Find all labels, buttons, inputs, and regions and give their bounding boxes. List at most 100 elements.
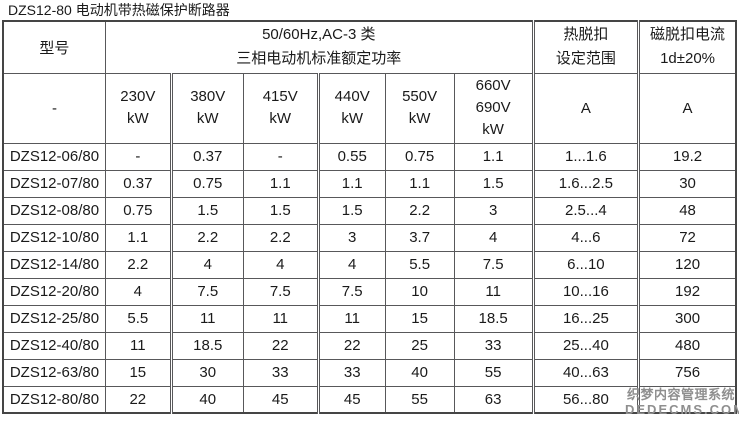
model-cell: DZS12-06/80 — [2, 142, 106, 171]
value-cell: 55 — [384, 385, 455, 414]
value-cell: 3 — [316, 223, 386, 252]
table-row: DZS12-06/80-0.37-0.55 0.75 1.1 1...1.6 19.2 — [2, 142, 737, 171]
header-voltage-550: 550V kW — [384, 72, 455, 144]
value-cell: 7.5 — [453, 250, 534, 279]
value-cell: 5.5 — [384, 250, 455, 279]
value-cell: 25 — [384, 331, 455, 360]
unit-label: kW — [408, 110, 431, 127]
value-cell: 22 — [242, 331, 319, 360]
value-cell: - — [104, 142, 172, 171]
value-cell: 6...10 — [531, 250, 640, 279]
value-cell: 2.2 — [104, 250, 172, 279]
value-cell: 192 — [637, 277, 737, 306]
value-cell: 45 — [316, 385, 386, 414]
value-cell: 120 — [637, 250, 737, 279]
voltage-label: 440V — [334, 88, 370, 105]
unit-label: kW — [196, 110, 219, 127]
value-cell: 1.1 — [242, 169, 319, 198]
model-cell: DZS12-20/80 — [2, 277, 106, 306]
value-cell: 1...1.6 — [531, 142, 640, 171]
model-cell: DZS12-40/80 — [2, 331, 106, 360]
value-cell: 480 — [637, 331, 737, 360]
value-cell: 0.55 — [316, 142, 386, 171]
voltage-label: 415V — [262, 88, 298, 105]
value-cell: 16...25 — [531, 304, 640, 333]
value-cell: 0.75 — [104, 196, 172, 225]
value-cell: 300 — [637, 304, 737, 333]
value-cell: 18.5 — [169, 331, 244, 360]
value-cell: 30 — [169, 358, 244, 387]
value-cell: 7.5 — [242, 277, 319, 306]
table-row: DZS12-10/80 1.1 2.2 2.2 3 3.7 4 4...6 72 — [2, 223, 737, 252]
value-cell: 1.1 — [104, 223, 172, 252]
value-cell: 10...16 — [531, 277, 640, 306]
value-cell: 33 — [242, 358, 319, 387]
header-model: 型号 — [2, 20, 106, 74]
value-cell: 1.5 — [242, 196, 319, 225]
value-cell: 1.5 — [169, 196, 244, 225]
value-cell: 0.75 — [169, 169, 244, 198]
voltage-label: 660V — [475, 77, 511, 94]
unit-label: kW — [126, 110, 149, 127]
header-voltage-440: 440V kW — [316, 72, 386, 144]
table-row: DZS12-07/80 0.37 0.75 1.1 1.1 1.1 1.5 1.6...2.5… — [2, 169, 737, 198]
header-thermal-unit: A — [531, 72, 640, 144]
unit-label: kW — [482, 121, 504, 138]
value-cell: 0.75 — [384, 142, 455, 171]
model-cell: DZS12-07/80 — [2, 169, 106, 198]
table-row: DZS12-20/80 4 7.5 7.5 7.5 10 11 10...16 192 — [2, 277, 737, 306]
value-cell: 18.5 — [453, 304, 534, 333]
model-cell: DZS12-10/80 — [2, 223, 106, 252]
value-cell: 2.2 — [169, 223, 244, 252]
spec-table-body: DZS12-06/80-0.37-0.55 0.75 1.1 1...1.6 19.2 D… — [2, 142, 737, 414]
header-row-units: - 230V kW 380V kW 415V kW 440V kW 550V k… — [2, 72, 737, 144]
value-cell: 1.5 — [453, 169, 534, 198]
value-cell: 56...80 — [531, 385, 640, 414]
value-cell: 22 — [104, 385, 172, 414]
voltage-label: 550V — [402, 88, 438, 105]
value-cell: 10 — [384, 277, 455, 306]
value-cell: 40 — [169, 385, 244, 414]
page-title: DZS12-80 电动机带热磁保护断路器 — [8, 2, 230, 18]
table-row: DZS12-08/80 0.75 1.5 1.5 1.5 2.2 3 2.5...4 48 — [2, 196, 737, 225]
header-model-dash: - — [2, 72, 106, 144]
value-cell: 7.5 — [169, 277, 244, 306]
table-row: DZS12-14/80 2.2 4 4 4 5.5 7.5 6...10 120 — [2, 250, 737, 279]
value-cell: 25...40 — [531, 331, 640, 360]
spec-table: 型号 50/60Hz,AC-3 类 三相电动机标准额定功率 热脱扣 设定范围 磁… — [2, 20, 737, 414]
value-cell: 11 — [242, 304, 319, 333]
value-cell: 3.7 — [384, 223, 455, 252]
model-cell: DZS12-80/80 — [2, 385, 106, 414]
value-cell: 11 — [104, 331, 172, 360]
value-cell: 4 — [104, 277, 172, 306]
value-cell: 11 — [453, 277, 534, 306]
value-cell: - — [242, 142, 319, 171]
model-cell: DZS12-08/80 — [2, 196, 106, 225]
value-cell: 1.1 — [384, 169, 455, 198]
value-cell: 4 — [316, 250, 386, 279]
header-magnetic-line1: 磁脱扣电流 — [650, 26, 726, 44]
value-cell: 2.5...4 — [531, 196, 640, 225]
header-power-line1: 50/60Hz,AC-3 类 — [262, 26, 376, 44]
value-cell: 45 — [242, 385, 319, 414]
value-cell: 33 — [453, 331, 534, 360]
value-cell: 2.2 — [384, 196, 455, 225]
value-cell: 11 — [169, 304, 244, 333]
value-cell: 63 — [453, 385, 534, 414]
value-cell: 1.1 — [453, 142, 534, 171]
header-row-groups: 型号 50/60Hz,AC-3 类 三相电动机标准额定功率 热脱扣 设定范围 磁… — [2, 20, 737, 74]
unit-label: kW — [269, 110, 292, 127]
table-row: DZS12-40/80 11 18.5 22 22 25 33 25...40 480 — [2, 331, 737, 360]
value-cell: 30 — [637, 169, 737, 198]
value-cell: 4 — [169, 250, 244, 279]
header-power-group: 50/60Hz,AC-3 类 三相电动机标准额定功率 — [104, 20, 534, 74]
header-power-line2: 三相电动机标准额定功率 — [236, 50, 402, 68]
value-cell: 33 — [316, 358, 386, 387]
value-cell: 3 — [453, 196, 534, 225]
header-magnetic-line2: 1d±20% — [660, 50, 716, 68]
value-cell: 40...63 — [531, 358, 640, 387]
value-cell: 1.1 — [316, 169, 386, 198]
voltage-label: 230V — [120, 88, 156, 105]
value-cell: 7.5 — [316, 277, 386, 306]
table-row: DZS12-80/80 22 40 45 45 55 63 56...80 — [2, 385, 737, 414]
